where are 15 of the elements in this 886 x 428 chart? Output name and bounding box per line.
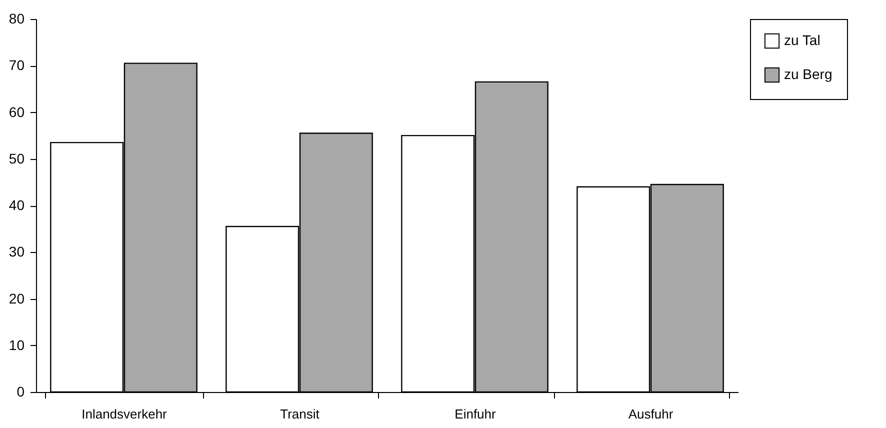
y-tick-label: 10 xyxy=(8,336,25,353)
y-tick-label: 30 xyxy=(8,244,25,260)
y-tick-label: 70 xyxy=(8,57,25,74)
x-tick-label: Einfuhr xyxy=(454,406,497,422)
y-tick-label: 0 xyxy=(16,384,25,400)
legend-label: zu Tal xyxy=(784,32,820,48)
legend-label: zu Berg xyxy=(784,66,832,82)
x-tick-label: Ausfuhr xyxy=(628,406,674,422)
y-tick-label: 80 xyxy=(8,10,25,26)
y-tick-label: 40 xyxy=(8,197,25,213)
y-tick-label: 20 xyxy=(8,290,25,306)
y-tick-label: 60 xyxy=(8,104,25,120)
x-tick-label: Inlandsverkehr xyxy=(82,406,168,422)
y-tick-label: 50 xyxy=(8,150,25,166)
x-tick-label: Transit xyxy=(280,406,320,422)
